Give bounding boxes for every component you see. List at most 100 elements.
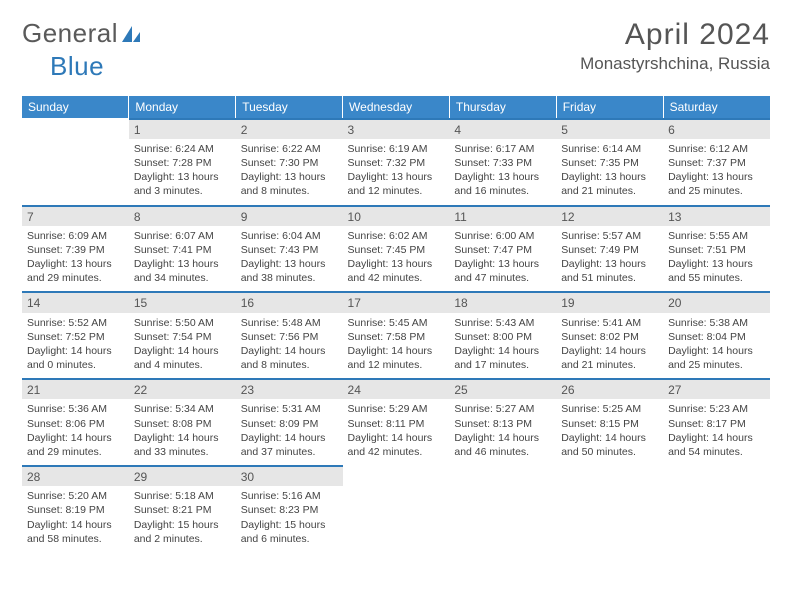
sunrise-line: Sunrise: 5:34 AM [134, 402, 231, 416]
calendar-day-cell: 10Sunrise: 6:02 AMSunset: 7:45 PMDayligh… [343, 205, 450, 292]
day-number-bar: 1 [129, 118, 236, 139]
sunrise-line: Sunrise: 6:07 AM [134, 229, 231, 243]
day-detail: Sunrise: 6:02 AMSunset: 7:45 PMDaylight:… [343, 226, 450, 292]
calendar-day-cell: 20Sunrise: 5:38 AMSunset: 8:04 PMDayligh… [663, 291, 770, 378]
day-number-bar: 22 [129, 378, 236, 399]
day-detail: Sunrise: 6:07 AMSunset: 7:41 PMDaylight:… [129, 226, 236, 292]
day-number-bar: 24 [343, 378, 450, 399]
sunset-line: Sunset: 7:47 PM [454, 243, 551, 257]
calendar-day-cell: .. [343, 465, 450, 552]
calendar-day-cell: .. [22, 118, 129, 205]
day-number-bar: 6 [663, 118, 770, 139]
sunset-line: Sunset: 7:49 PM [561, 243, 658, 257]
day-detail: Sunrise: 5:29 AMSunset: 8:11 PMDaylight:… [343, 399, 450, 465]
sunset-line: Sunset: 7:52 PM [27, 330, 124, 344]
day-detail: Sunrise: 5:25 AMSunset: 8:15 PMDaylight:… [556, 399, 663, 465]
day-number-bar: 28 [22, 465, 129, 486]
calendar-day-cell: 29Sunrise: 5:18 AMSunset: 8:21 PMDayligh… [129, 465, 236, 552]
daylight-line: Daylight: 13 hours and 29 minutes. [27, 257, 124, 285]
day-header: Friday [556, 96, 663, 118]
sunrise-line: Sunrise: 6:00 AM [454, 229, 551, 243]
sunrise-line: Sunrise: 5:57 AM [561, 229, 658, 243]
daylight-line: Daylight: 14 hours and 8 minutes. [241, 344, 338, 372]
sunset-line: Sunset: 8:15 PM [561, 417, 658, 431]
sunrise-line: Sunrise: 6:12 AM [668, 142, 765, 156]
day-detail: Sunrise: 6:22 AMSunset: 7:30 PMDaylight:… [236, 139, 343, 205]
day-number-bar: 7 [22, 205, 129, 226]
month-title: April 2024 [580, 18, 770, 52]
sunrise-line: Sunrise: 5:27 AM [454, 402, 551, 416]
daylight-line: Daylight: 14 hours and 42 minutes. [348, 431, 445, 459]
day-number-bar: 2 [236, 118, 343, 139]
day-number-bar: 17 [343, 291, 450, 312]
day-number-bar: 26 [556, 378, 663, 399]
sunrise-line: Sunrise: 5:50 AM [134, 316, 231, 330]
location: Monastyrshchina, Russia [580, 54, 770, 74]
calendar-day-cell: 6Sunrise: 6:12 AMSunset: 7:37 PMDaylight… [663, 118, 770, 205]
sunset-line: Sunset: 8:21 PM [134, 503, 231, 517]
sunrise-line: Sunrise: 5:41 AM [561, 316, 658, 330]
calendar-day-cell: 23Sunrise: 5:31 AMSunset: 8:09 PMDayligh… [236, 378, 343, 465]
day-header: Saturday [663, 96, 770, 118]
daylight-line: Daylight: 14 hours and 4 minutes. [134, 344, 231, 372]
day-header: Sunday [22, 96, 129, 118]
daylight-line: Daylight: 13 hours and 3 minutes. [134, 170, 231, 198]
calendar-day-cell: .. [663, 465, 770, 552]
sunset-line: Sunset: 8:19 PM [27, 503, 124, 517]
day-detail: Sunrise: 6:17 AMSunset: 7:33 PMDaylight:… [449, 139, 556, 205]
sunset-line: Sunset: 7:56 PM [241, 330, 338, 344]
logo-text-blue: Blue [22, 51, 104, 81]
day-number-bar: 18 [449, 291, 556, 312]
daylight-line: Daylight: 14 hours and 46 minutes. [454, 431, 551, 459]
daylight-line: Daylight: 14 hours and 54 minutes. [668, 431, 765, 459]
sunset-line: Sunset: 7:30 PM [241, 156, 338, 170]
day-detail: Sunrise: 5:27 AMSunset: 8:13 PMDaylight:… [449, 399, 556, 465]
sunset-line: Sunset: 8:23 PM [241, 503, 338, 517]
day-number-bar: 8 [129, 205, 236, 226]
sunrise-line: Sunrise: 5:23 AM [668, 402, 765, 416]
day-detail: Sunrise: 5:45 AMSunset: 7:58 PMDaylight:… [343, 313, 450, 379]
sunrise-line: Sunrise: 5:43 AM [454, 316, 551, 330]
sunrise-line: Sunrise: 6:24 AM [134, 142, 231, 156]
calendar-day-cell: 4Sunrise: 6:17 AMSunset: 7:33 PMDaylight… [449, 118, 556, 205]
day-detail: Sunrise: 5:57 AMSunset: 7:49 PMDaylight:… [556, 226, 663, 292]
day-number-bar: 25 [449, 378, 556, 399]
day-detail: Sunrise: 6:24 AMSunset: 7:28 PMDaylight:… [129, 139, 236, 205]
sunset-line: Sunset: 7:39 PM [27, 243, 124, 257]
sunrise-line: Sunrise: 5:20 AM [27, 489, 124, 503]
day-number-bar: 29 [129, 465, 236, 486]
daylight-line: Daylight: 13 hours and 42 minutes. [348, 257, 445, 285]
day-number-bar: 16 [236, 291, 343, 312]
day-number-bar: 21 [22, 378, 129, 399]
calendar-day-cell: 27Sunrise: 5:23 AMSunset: 8:17 PMDayligh… [663, 378, 770, 465]
day-detail: Sunrise: 6:04 AMSunset: 7:43 PMDaylight:… [236, 226, 343, 292]
calendar-day-cell: .. [449, 465, 556, 552]
daylight-line: Daylight: 13 hours and 34 minutes. [134, 257, 231, 285]
daylight-line: Daylight: 14 hours and 0 minutes. [27, 344, 124, 372]
daylight-line: Daylight: 13 hours and 21 minutes. [561, 170, 658, 198]
daylight-line: Daylight: 15 hours and 6 minutes. [241, 518, 338, 546]
daylight-line: Daylight: 14 hours and 17 minutes. [454, 344, 551, 372]
day-number-bar: 11 [449, 205, 556, 226]
sunset-line: Sunset: 8:17 PM [668, 417, 765, 431]
calendar-day-cell: 19Sunrise: 5:41 AMSunset: 8:02 PMDayligh… [556, 291, 663, 378]
day-number-bar: 20 [663, 291, 770, 312]
sunset-line: Sunset: 7:32 PM [348, 156, 445, 170]
sunrise-line: Sunrise: 5:36 AM [27, 402, 124, 416]
sunset-line: Sunset: 7:43 PM [241, 243, 338, 257]
calendar-header-row: Sunday Monday Tuesday Wednesday Thursday… [22, 96, 770, 118]
title-block: April 2024 Monastyrshchina, Russia [580, 18, 770, 74]
sunset-line: Sunset: 8:13 PM [454, 417, 551, 431]
sunrise-line: Sunrise: 5:18 AM [134, 489, 231, 503]
sunset-line: Sunset: 7:54 PM [134, 330, 231, 344]
sunrise-line: Sunrise: 6:09 AM [27, 229, 124, 243]
sunrise-line: Sunrise: 5:48 AM [241, 316, 338, 330]
sunrise-line: Sunrise: 6:14 AM [561, 142, 658, 156]
calendar-day-cell: 30Sunrise: 5:16 AMSunset: 8:23 PMDayligh… [236, 465, 343, 552]
calendar-day-cell: 12Sunrise: 5:57 AMSunset: 7:49 PMDayligh… [556, 205, 663, 292]
page-header: General Blue April 2024 Monastyrshchina,… [22, 18, 770, 82]
day-detail: Sunrise: 5:20 AMSunset: 8:19 PMDaylight:… [22, 486, 129, 552]
sunset-line: Sunset: 8:06 PM [27, 417, 124, 431]
sunrise-line: Sunrise: 6:17 AM [454, 142, 551, 156]
day-detail: Sunrise: 5:41 AMSunset: 8:02 PMDaylight:… [556, 313, 663, 379]
